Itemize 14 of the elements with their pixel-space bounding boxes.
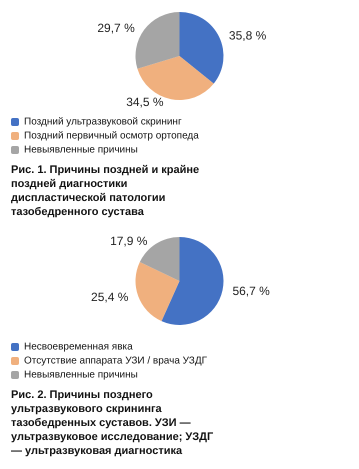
data-label: 25,4 % <box>91 290 129 304</box>
data-label: 34,5 % <box>126 95 164 110</box>
data-label: 35,8 % <box>228 28 267 43</box>
legend-label: Отсутствие аппарата УЗИ / врача УЗДГ <box>24 356 208 366</box>
data-label: 29,7 % <box>97 21 136 36</box>
data-label: 17,9 % <box>110 234 148 248</box>
legend-label: Невыявленные причины <box>24 144 138 156</box>
text: Рис. 1. Причины поздней и крайне поздней диагностики диспластической патологии тазобедренного сустава <box>11 164 202 218</box>
legend-label: Невыявленные причины <box>24 370 138 380</box>
data-label: 56,7 % <box>232 284 270 298</box>
legend-label: Несвоевременная явка <box>24 342 134 352</box>
legend-label: Поздний первичный осмотр ортопеда <box>24 130 200 142</box>
legend-label: Поздний ультразвуковой скрининг <box>24 116 182 128</box>
text: Рис. 2. Причины позднего ультразвукового скрининга тазобедренных суставов. УЗИ — ультразвуковое исследование; УЗДГ — ультразвуковая диагностика <box>11 389 216 457</box>
